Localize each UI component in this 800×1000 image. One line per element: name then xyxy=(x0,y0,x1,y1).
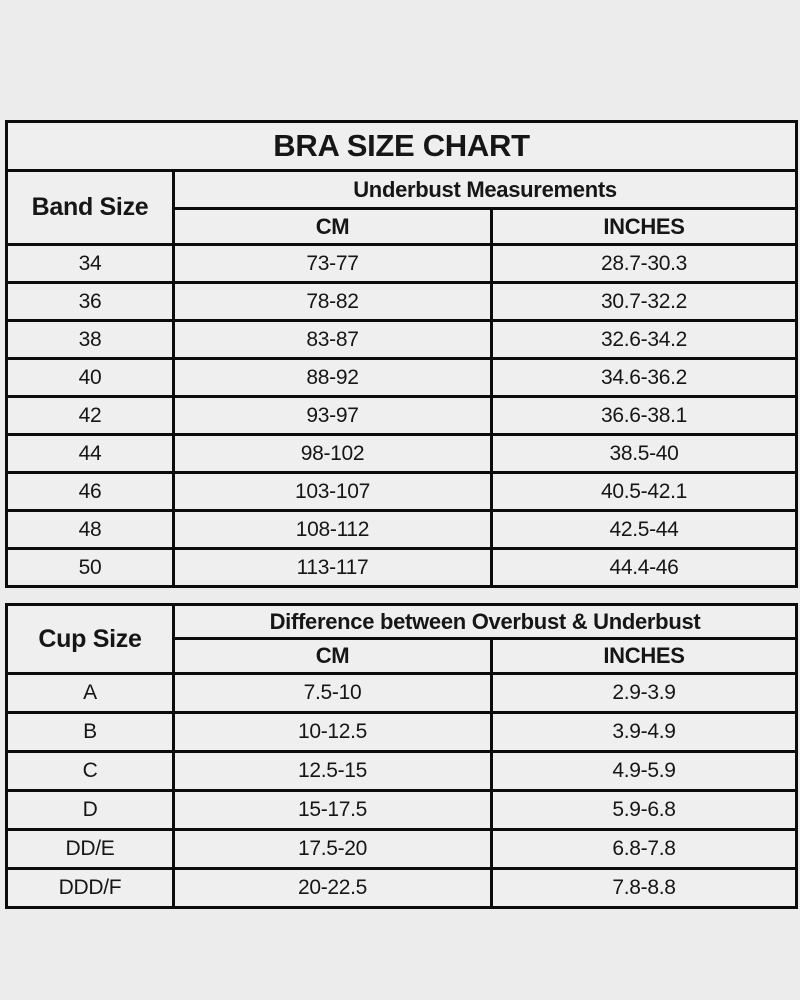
cm-cell: 7.5-10 xyxy=(172,672,493,714)
table-row: DDD/F 20-22.5 7.8-8.8 xyxy=(5,867,798,909)
band-size-table: BRA SIZE CHART Band Size Underbust Measu… xyxy=(4,120,799,588)
cm-cell: 88-92 xyxy=(172,357,493,398)
band-size-header: Band Size xyxy=(5,169,175,246)
inches-column-header: INCHES xyxy=(489,207,799,246)
band-size-cell: 38 xyxy=(5,319,175,360)
cm-cell: 78-82 xyxy=(172,281,493,322)
table-row: B 10-12.5 3.9-4.9 xyxy=(5,711,798,753)
band-size-cell: 34 xyxy=(5,243,175,284)
band-size-cell: 48 xyxy=(5,509,175,550)
inches-cell: 3.9-4.9 xyxy=(490,711,798,753)
group-header-row: Cup Size Difference between Overbust & U… xyxy=(5,603,798,675)
band-size-cell: 42 xyxy=(5,395,175,436)
cup-size-cell: B xyxy=(5,711,175,753)
table-row: 42 93-97 36.6-38.1 xyxy=(5,395,799,436)
table-row: 46 103-107 40.5-42.1 xyxy=(5,471,799,512)
cm-cell: 103-107 xyxy=(172,471,493,512)
column-header-row: CM INCHES xyxy=(7,637,798,675)
band-size-cell: 44 xyxy=(5,433,175,474)
cup-size-cell: DDD/F xyxy=(5,867,175,909)
inches-cell: 28.7-30.3 xyxy=(489,243,799,284)
cup-size-cell: C xyxy=(5,750,175,792)
group-header-row: Band Size Underbust Measurements xyxy=(5,169,799,246)
difference-group-header: Difference between Overbust & Underbust xyxy=(172,603,798,640)
cup-size-cell: D xyxy=(5,789,175,831)
table-row: 44 98-102 38.5-40 xyxy=(5,433,799,474)
table-row: 34 73-77 28.7-30.3 xyxy=(5,243,799,284)
table-row: 38 83-87 32.6-34.2 xyxy=(5,319,799,360)
cm-column-header: CM xyxy=(172,207,493,246)
table-gap xyxy=(0,588,800,603)
inches-cell: 5.9-6.8 xyxy=(490,789,798,831)
table-row: A 7.5-10 2.9-3.9 xyxy=(5,672,798,714)
table-row: 50 113-117 44.4-46 xyxy=(5,547,799,588)
inches-cell: 34.6-36.2 xyxy=(489,357,799,398)
table-row: 48 108-112 42.5-44 xyxy=(5,509,799,550)
inches-cell: 40.5-42.1 xyxy=(489,471,799,512)
band-size-cell: 36 xyxy=(5,281,175,322)
inches-cell: 30.7-32.2 xyxy=(489,281,799,322)
table-row: C 12.5-15 4.9-5.9 xyxy=(5,750,798,792)
cm-cell: 15-17.5 xyxy=(172,789,493,831)
cup-size-header: Cup Size xyxy=(5,603,175,675)
inches-cell: 2.9-3.9 xyxy=(490,672,798,714)
inches-cell: 32.6-34.2 xyxy=(489,319,799,360)
inches-column-header: INCHES xyxy=(490,637,798,675)
column-header-row: CM INCHES xyxy=(7,207,799,246)
band-size-cell: 46 xyxy=(5,471,175,512)
inches-cell: 4.9-5.9 xyxy=(490,750,798,792)
table-row: 40 88-92 34.6-36.2 xyxy=(5,357,799,398)
title-row: BRA SIZE CHART xyxy=(4,120,799,172)
inches-cell: 38.5-40 xyxy=(489,433,799,474)
cm-cell: 83-87 xyxy=(172,319,493,360)
cm-cell: 17.5-20 xyxy=(172,828,493,870)
band-size-cell: 50 xyxy=(5,547,175,588)
cm-cell: 108-112 xyxy=(172,509,493,550)
cm-cell: 73-77 xyxy=(172,243,493,284)
cup-size-table: Cup Size Difference between Overbust & U… xyxy=(5,603,798,909)
table-row: DD/E 17.5-20 6.8-7.8 xyxy=(5,828,798,870)
cup-size-cell: DD/E xyxy=(5,828,175,870)
inches-cell: 44.4-46 xyxy=(489,547,799,588)
inches-cell: 6.8-7.8 xyxy=(490,828,798,870)
table-row: D 15-17.5 5.9-6.8 xyxy=(5,789,798,831)
inches-cell: 7.8-8.8 xyxy=(490,867,798,909)
cm-cell: 93-97 xyxy=(172,395,493,436)
underbust-group-header: Underbust Measurements xyxy=(171,169,799,210)
inches-cell: 36.6-38.1 xyxy=(489,395,799,436)
cm-column-header: CM xyxy=(172,637,493,675)
cm-cell: 98-102 xyxy=(172,433,493,474)
table-row: 36 78-82 30.7-32.2 xyxy=(5,281,799,322)
bra-size-chart: BRA SIZE CHART Band Size Underbust Measu… xyxy=(0,120,800,909)
chart-title: BRA SIZE CHART xyxy=(4,120,799,172)
cm-cell: 12.5-15 xyxy=(172,750,493,792)
cm-cell: 10-12.5 xyxy=(172,711,493,753)
cup-size-cell: A xyxy=(5,672,175,714)
cm-cell: 20-22.5 xyxy=(172,867,493,909)
inches-cell: 42.5-44 xyxy=(489,509,799,550)
cm-cell: 113-117 xyxy=(172,547,493,588)
band-size-cell: 40 xyxy=(5,357,175,398)
